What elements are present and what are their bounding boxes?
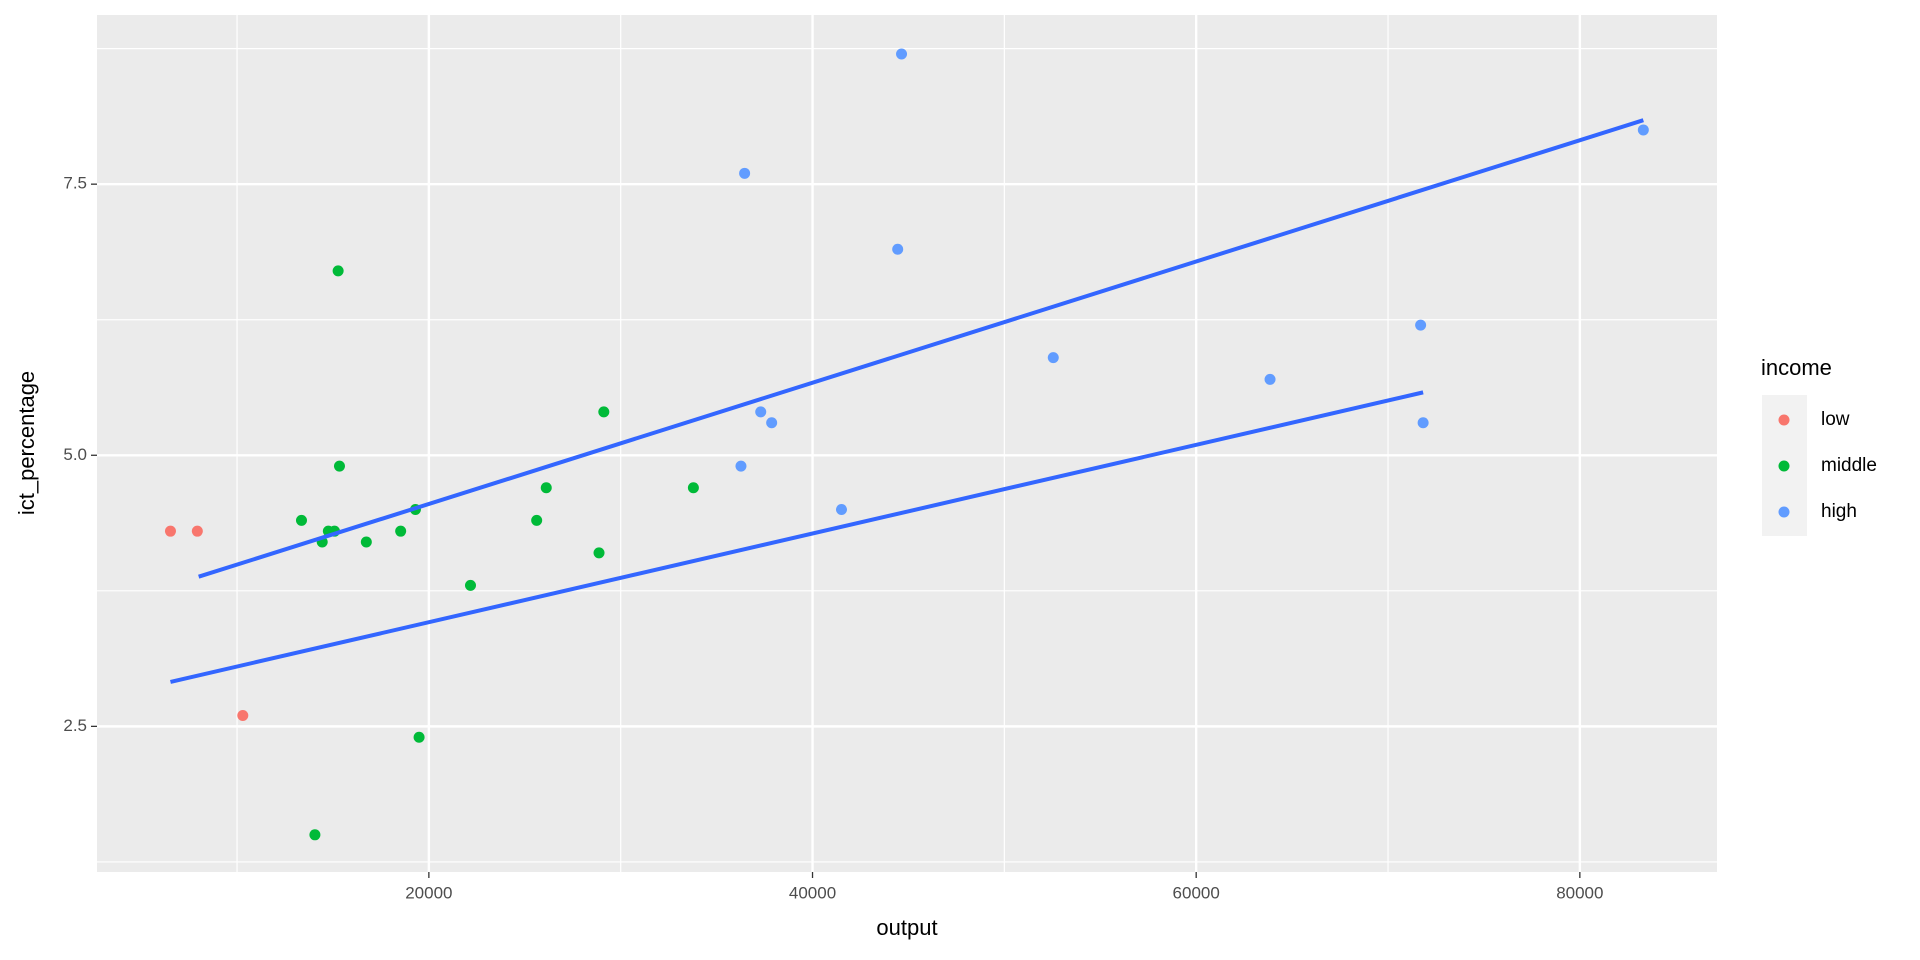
- x-tick-label: 60000: [1173, 883, 1220, 902]
- point: [755, 406, 767, 418]
- y-tick-label: 2.5: [63, 716, 87, 735]
- legend-label: middle: [1821, 455, 1877, 476]
- x-tick-label: 40000: [789, 883, 836, 902]
- legend-key: [1778, 414, 1790, 426]
- point: [835, 503, 847, 515]
- point: [237, 710, 249, 722]
- point: [333, 460, 345, 472]
- point: [164, 525, 176, 537]
- y-tick-label: 7.5: [63, 174, 87, 193]
- point: [531, 514, 543, 526]
- point: [896, 48, 908, 60]
- legend-key: [1778, 460, 1790, 472]
- point: [464, 579, 476, 591]
- point: [332, 265, 344, 277]
- point: [295, 514, 307, 526]
- x-axis-title: output: [876, 915, 937, 940]
- point: [735, 460, 747, 472]
- legend-title: income: [1761, 355, 1832, 380]
- legend-label: low: [1821, 409, 1850, 430]
- point: [598, 406, 610, 418]
- fit-line: [198, 118, 1644, 579]
- marks: [164, 48, 1649, 841]
- point: [360, 536, 372, 548]
- point: [191, 525, 203, 537]
- y-axis-title: ict_percentage: [14, 371, 39, 515]
- point: [766, 417, 778, 429]
- legend-key: [1778, 506, 1790, 518]
- point: [1417, 417, 1429, 429]
- point: [892, 243, 904, 255]
- point: [687, 482, 699, 494]
- x-tick-label: 80000: [1556, 883, 1603, 902]
- grid: [97, 15, 1717, 872]
- point: [413, 731, 425, 743]
- fit-line: [170, 390, 1424, 684]
- point: [1637, 124, 1649, 136]
- point: [739, 167, 751, 179]
- panel: [97, 15, 1717, 872]
- point: [593, 547, 605, 559]
- x-tick-label: 20000: [405, 883, 452, 902]
- point: [309, 829, 321, 841]
- point: [540, 482, 552, 494]
- point: [1047, 352, 1059, 364]
- point: [395, 525, 407, 537]
- point: [1415, 319, 1427, 331]
- legend-label: high: [1821, 501, 1857, 522]
- point: [1264, 373, 1276, 385]
- y-tick-label: 5.0: [63, 445, 87, 464]
